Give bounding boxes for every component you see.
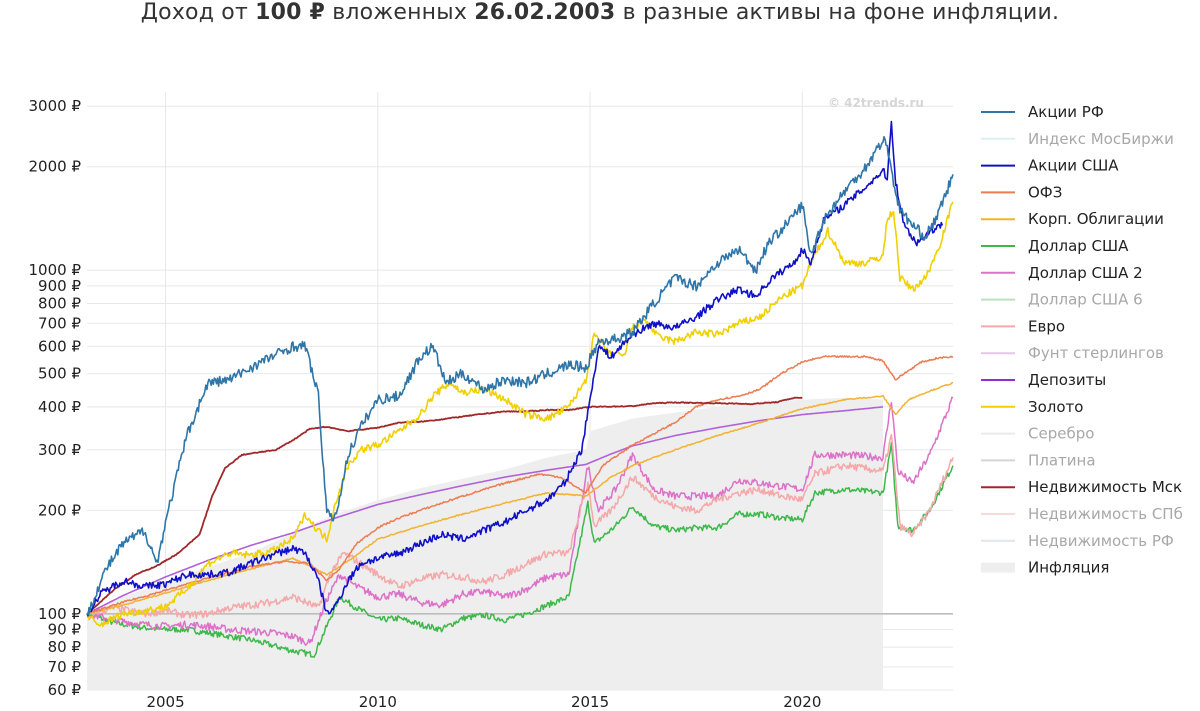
- series-line-доллар-сша-2: [86, 396, 954, 646]
- series-line-корп-облигации: [86, 381, 954, 615]
- legend-label: Доллар США 6: [1028, 291, 1143, 309]
- y-tick-label: 90 ₽: [48, 620, 82, 638]
- legend-item[interactable]: Доллар США 2: [981, 264, 1143, 282]
- legend-label: Доллар США 2: [1028, 264, 1143, 282]
- x-tick-label: 2010: [359, 693, 397, 711]
- y-tick-label: 200 ₽: [38, 501, 81, 519]
- y-axis: 60 ₽ 70 ₽ 80 ₽90 ₽100 ₽ 200 ₽ 300 ₽ 400 ₽ 500 …: [29, 97, 82, 699]
- x-tick-label: 2005: [146, 693, 184, 711]
- y-tick-label: 2000 ₽: [29, 158, 82, 176]
- y-tick-label: 80 ₽: [48, 638, 82, 656]
- legend-item[interactable]: Платина: [981, 451, 1096, 469]
- series-line-акции-сша: [86, 120, 944, 617]
- legend-swatch: [981, 562, 1015, 573]
- legend-item[interactable]: Корп. Облигации: [981, 210, 1164, 228]
- legend-item[interactable]: Недвижимость СПб: [981, 505, 1183, 523]
- y-tick-label: 300 ₽: [38, 441, 81, 459]
- series-line-акции-рф: [86, 136, 954, 616]
- y-tick-label: 1000 ₽: [29, 261, 82, 279]
- legend-label: Серебро: [1028, 425, 1094, 443]
- y-tick-label: 3000 ₽: [29, 97, 82, 115]
- legend-item[interactable]: Евро: [981, 317, 1065, 335]
- legend-item[interactable]: Индекс МосБиржи: [981, 130, 1174, 148]
- y-tick-label: 900 ₽: [38, 277, 81, 295]
- y-tick-label: 600 ₽: [38, 337, 81, 355]
- legend-item[interactable]: Серебро: [981, 425, 1094, 443]
- watermark: © 42trends.ru: [828, 96, 924, 110]
- series-line-недвижимость-мск: [86, 396, 803, 615]
- legend-label: Акции РФ: [1028, 103, 1104, 121]
- legend-item[interactable]: Акции РФ: [981, 103, 1104, 121]
- legend-label: Фунт стерлингов: [1028, 344, 1164, 362]
- legend-item[interactable]: Доллар США: [981, 237, 1129, 255]
- legend[interactable]: Акции РФ Индекс МосБиржи Акции США ОФЗ Корп.…: [981, 103, 1183, 577]
- legend-label: Индекс МосБиржи: [1028, 130, 1174, 148]
- series-line-доллар-сша: [86, 442, 954, 658]
- series-line-депозиты: [86, 406, 884, 615]
- y-tick-label: 60 ₽: [48, 681, 82, 699]
- x-axis: 2005 2010 2015 2020: [146, 693, 821, 711]
- legend-label: Золото: [1028, 398, 1083, 416]
- legend-label: Корп. Облигации: [1028, 210, 1164, 228]
- legend-label: Инфляция: [1028, 559, 1109, 577]
- y-tick-label: 700 ₽: [38, 314, 81, 332]
- legend-item[interactable]: Недвижимость Мск: [981, 478, 1182, 496]
- legend-item[interactable]: Акции США: [981, 157, 1119, 175]
- legend-label: Евро: [1028, 317, 1065, 335]
- legend-item[interactable]: Депозиты: [981, 371, 1106, 389]
- chart-title: Доход от 100 ₽ вложенных 26.02.2003 в ра…: [140, 0, 1060, 25]
- series-line-золото: [86, 201, 954, 628]
- inflation-area: [87, 397, 883, 690]
- y-tick-label: 500 ₽: [38, 365, 81, 383]
- legend-item[interactable]: Золото: [981, 398, 1083, 416]
- legend-item[interactable]: Недвижимость РФ: [981, 532, 1174, 550]
- x-tick-label: 2020: [783, 693, 821, 711]
- y-tick-label: 70 ₽: [48, 658, 82, 676]
- legend-item[interactable]: Инфляция: [981, 559, 1109, 577]
- y-tick-label: 800 ₽: [38, 294, 81, 312]
- x-tick-label: 2015: [571, 693, 609, 711]
- y-tick-label: 400 ₽: [38, 398, 81, 416]
- legend-label: Недвижимость Мск: [1028, 478, 1182, 496]
- series-lines: [86, 120, 954, 658]
- inflation-area-fill: [87, 397, 883, 690]
- legend-label: Акции США: [1028, 157, 1119, 175]
- legend-label: Недвижимость РФ: [1028, 532, 1174, 550]
- legend-label: ОФЗ: [1028, 183, 1062, 201]
- legend-item[interactable]: Фунт стерлингов: [981, 344, 1164, 362]
- legend-label: Недвижимость СПб: [1028, 505, 1183, 523]
- y-tick-label: 100 ₽: [38, 605, 81, 623]
- series-line-евро: [86, 433, 954, 619]
- legend-label: Доллар США: [1028, 237, 1129, 255]
- legend-item[interactable]: Доллар США 6: [981, 291, 1143, 309]
- legend-label: Платина: [1028, 451, 1096, 469]
- legend-item[interactable]: ОФЗ: [981, 183, 1062, 201]
- legend-label: Депозиты: [1028, 371, 1106, 389]
